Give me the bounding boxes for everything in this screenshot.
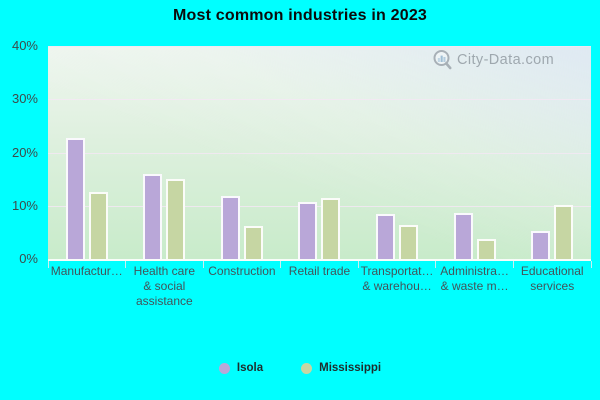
- x-axis-label-line: assistance: [135, 294, 193, 308]
- y-axis-label: 0%: [19, 251, 38, 266]
- bar-group: [513, 46, 591, 259]
- x-axis-tick: [202, 261, 204, 268]
- x-axis-label-line: Transportat…: [360, 264, 434, 278]
- bar-mississippi: [399, 225, 419, 259]
- x-axis-label-line: & waste m…: [440, 279, 509, 293]
- chart-title: Most common industries in 2023: [172, 7, 428, 24]
- x-axis-category-label: Educational services: [507, 264, 597, 294]
- bar-isola: [453, 213, 473, 259]
- bar-group: [358, 46, 436, 259]
- x-axis-label-line: Manufactur…: [50, 264, 123, 278]
- bar-isola: [298, 202, 318, 259]
- y-axis-label: 40%: [11, 38, 38, 53]
- y-axis-label: 20%: [11, 144, 38, 160]
- isola-legend-dot-icon: [218, 362, 230, 374]
- bar-group: [436, 46, 514, 259]
- bar-group: [203, 46, 281, 259]
- bar-mississippi: [476, 239, 496, 259]
- x-axis-category-label: Manufactur…: [42, 264, 132, 279]
- citydata-logo-icon: [432, 49, 454, 71]
- bar-isola: [65, 138, 85, 259]
- legend-label-isola: Isola: [236, 362, 264, 374]
- bar-mississippi: [88, 192, 108, 259]
- x-axis-label-line: & social: [143, 279, 186, 293]
- x-axis-category-label: Health care & social assistance: [120, 264, 210, 309]
- x-axis-tick: [357, 261, 359, 268]
- gridline-40pct: [48, 46, 591, 47]
- citydata-watermark-label: City-Data.com: [457, 52, 555, 68]
- x-axis-tick: [47, 261, 49, 268]
- bar-group: [126, 46, 204, 259]
- bar-isola: [220, 196, 240, 259]
- bar-isola: [376, 214, 396, 259]
- gridline-30pct: [48, 99, 591, 101]
- x-axis-label-line: Construction: [208, 264, 276, 278]
- y-axis-label: 10%: [11, 197, 38, 213]
- x-axis-label-line: Educational: [520, 264, 584, 278]
- bar-mississippi: [554, 205, 574, 259]
- x-axis-label-line: Administra…: [440, 264, 509, 278]
- x-axis-category-label: Construction: [197, 264, 287, 279]
- x-axis-category-label: Retail trade: [275, 264, 365, 279]
- x-axis-category-label: Administra… & waste m…: [430, 264, 520, 294]
- gridline-10pct: [48, 205, 591, 207]
- bar-mississippi: [321, 198, 341, 259]
- bar-mississippi: [166, 179, 186, 259]
- legend-item-isola: Isola: [218, 362, 264, 374]
- x-axis-label-line: services: [530, 279, 575, 293]
- x-axis-tick: [125, 261, 127, 268]
- x-axis-category-label: Transportat… & warehou…: [352, 264, 442, 294]
- bar-group: [48, 46, 126, 259]
- bar-mississippi: [243, 226, 263, 259]
- gridline-20pct: [48, 152, 591, 154]
- x-axis-tick: [435, 261, 437, 268]
- legend-item-mississippi: Mississippi: [301, 362, 381, 374]
- x-axis-label-line: Retail trade: [288, 264, 351, 278]
- bar-group: [281, 46, 359, 259]
- chart-legend: Isola Mississippi: [0, 362, 600, 374]
- x-axis-tick: [512, 261, 514, 268]
- x-axis-label-line: Health care: [133, 264, 196, 278]
- citydata-watermark: City-Data.com: [432, 49, 554, 71]
- x-axis-tick: [590, 261, 592, 268]
- bar-isola: [531, 231, 551, 259]
- mississippi-legend-dot-icon: [301, 362, 313, 374]
- y-axis-label: 30%: [11, 91, 38, 107]
- legend-label-mississippi: Mississippi: [319, 362, 382, 374]
- x-axis-tick: [280, 261, 282, 268]
- x-axis-label-line: & warehou…: [362, 279, 432, 293]
- bar-isola: [143, 174, 163, 259]
